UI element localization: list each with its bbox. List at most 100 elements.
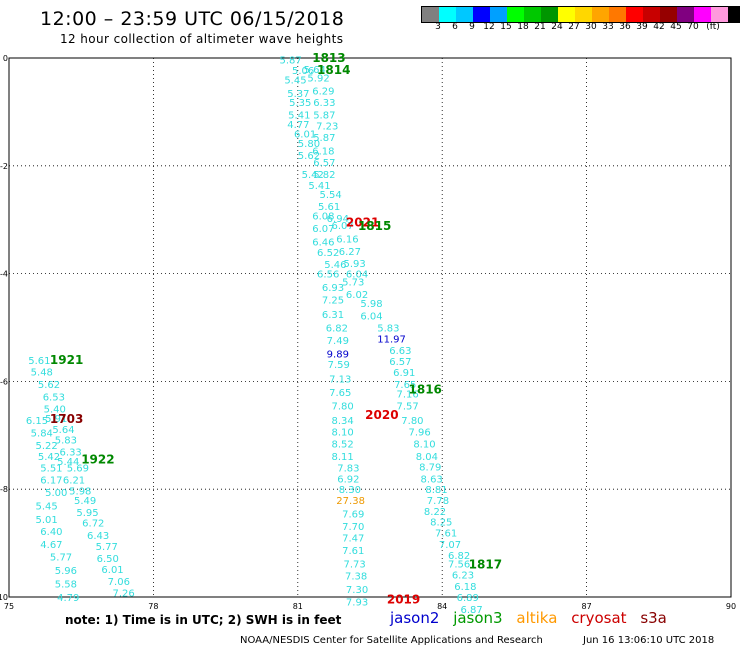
color-scale-labels: 3 6 9 12 15 18 21 24 27 30 33 36 39 42 45 70 (ft) — [421, 22, 721, 36]
wave-height-point: 8.10 — [331, 428, 353, 439]
color-swatch — [677, 7, 694, 22]
color-swatch — [524, 7, 541, 22]
wave-height-points: 5.875.065.645.45 5.925.37 6.295.35 6.335.41… — [26, 56, 483, 616]
legend-cryosat: cryosat — [571, 609, 627, 627]
wave-height-point: 8.25 — [430, 518, 452, 529]
pass-time-label: 2020 — [365, 408, 398, 422]
wave-height-point: 5.45 — [284, 76, 306, 87]
color-swatch — [575, 7, 592, 22]
pass-time-label: 1922 — [81, 453, 114, 467]
color-scale-label: 42 — [653, 22, 665, 32]
x-tick-label: 90 — [726, 602, 736, 611]
wave-height-point: 7.80 — [331, 402, 353, 413]
wave-height-point: 6.18 — [454, 582, 476, 593]
y-tick-label: -4 — [0, 270, 8, 279]
wave-height-point: 5.73 — [342, 278, 364, 289]
wave-height-point: 5.35 — [289, 98, 311, 109]
wave-height-point: 5.00 — [45, 488, 67, 499]
color-swatch — [592, 7, 609, 22]
wave-height-point: 6.01 — [101, 565, 123, 576]
wave-height-point: 6.82 — [326, 324, 348, 335]
wave-height-point: 6.04 — [346, 270, 368, 281]
wave-height-point: 7.23 — [316, 121, 338, 132]
wave-height-point: 5.98 — [360, 299, 382, 310]
pass-time-label: 1703 — [50, 412, 83, 426]
legend-jason2: jason2 — [390, 609, 440, 627]
pass-time-label: 1816 — [409, 382, 442, 396]
color-swatch — [541, 7, 558, 22]
wave-height-point: 7.16 — [396, 389, 418, 400]
wave-height-point: 7.38 — [345, 571, 367, 582]
wave-height-point: 7.78 — [427, 496, 449, 507]
pass-time-label: 1815 — [358, 219, 391, 233]
wave-height-point: 8.22 — [424, 507, 446, 518]
color-swatch — [490, 7, 507, 22]
color-swatch — [643, 7, 660, 22]
x-tick-label: 84 — [437, 602, 447, 611]
wave-height-point: 6.31 — [322, 310, 344, 321]
pass-time-label: 1813 — [312, 51, 345, 65]
wave-height-point: 7.65 — [329, 388, 351, 399]
wave-height-point: 6.01 — [294, 129, 316, 140]
wave-height-point: 6.56 — [317, 270, 339, 281]
wave-height-point: 6.33 — [60, 447, 82, 458]
wave-height-point: 5.91 — [45, 414, 67, 425]
wave-height-point: 5.44 — [57, 457, 79, 468]
wave-height-point: 6.46 — [312, 237, 334, 248]
color-scale-bar — [421, 6, 740, 23]
wave-height-point: 5.40 — [44, 404, 66, 415]
wave-height-point: 5.22 — [35, 441, 57, 452]
wave-height-point: 6.82 — [448, 551, 470, 562]
wave-height-point: 4.79 — [57, 593, 79, 604]
wave-height-point: 5.64 — [52, 425, 74, 436]
color-scale-label: 12 — [483, 22, 495, 32]
wave-height-point: 7.70 — [342, 522, 364, 533]
wave-height-point: 7.59 — [328, 360, 350, 371]
wave-height-point: 6.15 — [26, 416, 48, 427]
map-grid — [8, 57, 732, 598]
color-swatch — [728, 7, 740, 22]
wave-height-point: 7.56 — [448, 560, 470, 571]
wave-height-point: 7.65 — [394, 380, 416, 391]
wave-height-point: 6.18 — [312, 147, 334, 158]
pass-time-label: 1817 — [469, 558, 502, 572]
wave-height-point: 5.62 — [38, 380, 60, 391]
x-tick-label: 75 — [4, 602, 14, 611]
color-scale-label: 9 — [469, 22, 475, 32]
color-scale-label: 30 — [585, 22, 597, 32]
wave-height-point: 5.80 — [298, 139, 320, 150]
wave-height-point: 7.25 — [322, 295, 344, 306]
wave-height-point: 6.72 — [82, 519, 104, 530]
color-swatch — [439, 7, 456, 22]
wave-height-point: 5.84 — [31, 429, 53, 440]
wave-height-point: 5.87 — [313, 133, 335, 144]
wave-height-point: 6.87 — [460, 605, 482, 616]
wave-height-point: 5.41 — [308, 181, 330, 192]
color-swatch — [558, 7, 575, 22]
color-scale-label: 18 — [517, 22, 529, 32]
wave-height-point: 6.43 — [87, 531, 109, 542]
wave-height-point: 7.83 — [337, 464, 359, 475]
wave-height-point: 6.57 — [389, 357, 411, 368]
wave-height-point: 6.23 — [452, 570, 474, 581]
wave-height-point: 6.63 — [389, 346, 411, 357]
wave-height-point: 6.57 — [313, 158, 335, 169]
wave-height-point: 5.46 — [324, 260, 346, 271]
wave-height-point: 6.92 — [337, 474, 359, 485]
wave-height-point: 7.61 — [435, 528, 457, 539]
wave-height-point: 8.11 — [331, 452, 353, 463]
wave-height-point: 5.49 — [74, 496, 96, 507]
x-tick-label: 81 — [293, 602, 303, 611]
wave-height-point: 5.58 — [55, 580, 77, 591]
wave-height-point: 5.69 — [67, 464, 89, 475]
wave-height-point: 4.67 — [40, 540, 62, 551]
wave-height-point: 6.21 — [63, 475, 85, 486]
y-tick-label: -6 — [0, 377, 8, 386]
wave-height-point: 7.47 — [342, 534, 364, 545]
wave-height-point: 5.37 — [287, 89, 309, 100]
wave-height-point: 5.77 — [50, 553, 72, 564]
wave-height-point: 5.82 — [313, 170, 335, 181]
wave-height-point: 6.17 — [40, 475, 62, 486]
